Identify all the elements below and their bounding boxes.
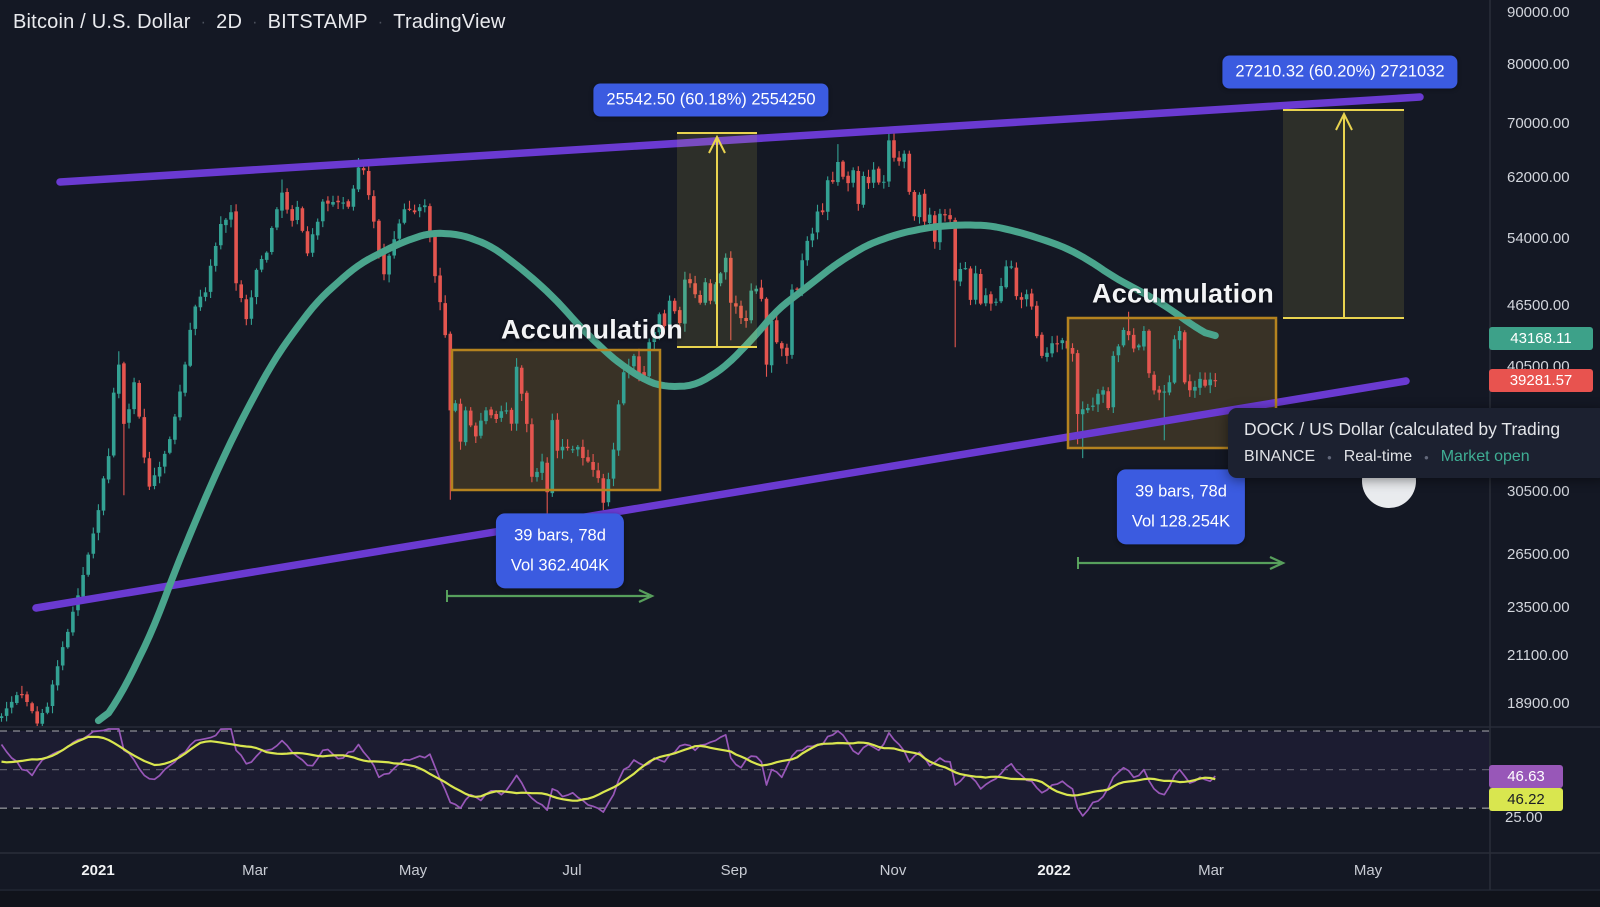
accumulation-zone-borders[interactable] bbox=[450, 316, 1278, 492]
price-tick: 80000.00 bbox=[1507, 56, 1570, 74]
price-range-label[interactable]: 27210.32 (60.20%) 2721032 bbox=[1222, 55, 1458, 89]
time-axis[interactable]: 2021 Mar May Jul Sep Nov 2022 Mar May bbox=[0, 853, 1600, 890]
price-range-tools[interactable] bbox=[677, 109, 1404, 348]
tooltip-symbol-title: DOCK / US Dollar (calculated by Trading bbox=[1244, 419, 1561, 439]
symbol-tooltip: DOCK / US Dollar (calculated by Trading … bbox=[1228, 408, 1600, 478]
last-price-value: 39281.57 bbox=[1509, 371, 1573, 389]
time-tick-month: Mar bbox=[242, 862, 268, 879]
price-axis[interactable]: 90000.00 80000.00 70000.00 62000.00 54000.00… bbox=[1490, 0, 1600, 853]
trend-channel-lines[interactable] bbox=[32, 93, 1424, 612]
time-tick-month: Jul bbox=[562, 862, 582, 879]
symbol-title[interactable]: Bitcoin / U.S. Dollar bbox=[13, 11, 191, 33]
price-range-label[interactable]: 25542.50 (60.18%) 2554250 bbox=[593, 83, 829, 117]
rsi-indicator-pane bbox=[0, 728, 1490, 817]
rsi-value: 46.63 bbox=[1507, 767, 1545, 785]
time-tick-month: Nov bbox=[879, 862, 907, 879]
date-range-label[interactable]: 39 bars, 78d Vol 128.254K bbox=[1116, 469, 1246, 545]
date-range-label[interactable]: 39 bars, 78d Vol 362.404K bbox=[495, 513, 625, 589]
price-tick: 18900.00 bbox=[1507, 695, 1570, 713]
date-range-volume: Vol 128.254K bbox=[1131, 512, 1231, 530]
rsi-value-label: 46.63 bbox=[1489, 764, 1563, 788]
time-tick-month: May bbox=[398, 862, 428, 879]
chart-legend: Bitcoin / U.S. Dollar · 2D · BITSTAMP · … bbox=[13, 11, 506, 34]
time-tick-year: 2021 bbox=[81, 862, 115, 879]
separator-dot: • bbox=[1424, 449, 1429, 465]
time-tick-year: 2022 bbox=[1037, 862, 1071, 879]
rsi-ma-value-label: 46.22 bbox=[1489, 787, 1563, 811]
price-tick: 23500.00 bbox=[1507, 598, 1570, 616]
tooltip-feed: Real-time bbox=[1343, 448, 1413, 465]
ma-price-label: 43168.11 bbox=[1489, 326, 1593, 350]
accumulation-zone-label: Accumulation bbox=[500, 314, 684, 345]
moving-average-line bbox=[94, 221, 1219, 725]
rsi-ma-value: 46.22 bbox=[1507, 790, 1545, 808]
separator-dot: · bbox=[200, 13, 207, 31]
price-tick: 90000.00 bbox=[1507, 4, 1570, 21]
interval-label[interactable]: 2D bbox=[216, 11, 243, 33]
time-tick-month: Mar bbox=[1198, 862, 1224, 879]
tooltip-market-status: Market open bbox=[1440, 448, 1530, 465]
time-tick-month: Sep bbox=[720, 862, 748, 879]
rsi-scale-tick: 25.00 bbox=[1505, 808, 1543, 826]
price-tick: 26500.00 bbox=[1507, 545, 1570, 563]
price-tick: 21100.00 bbox=[1507, 646, 1569, 664]
accumulation-zone-label: Accumulation bbox=[1091, 278, 1275, 309]
tooltip-meta: BINANCE • Real-time • Market open bbox=[1244, 448, 1592, 466]
time-tick-month: May bbox=[1353, 862, 1383, 879]
separator-dot: · bbox=[252, 13, 258, 31]
price-tick: 30500.00 bbox=[1507, 483, 1570, 501]
brand-label[interactable]: TradingView bbox=[393, 11, 506, 33]
price-tick: 46500.00 bbox=[1507, 296, 1570, 314]
price-tick: 54000.00 bbox=[1507, 230, 1570, 248]
ma-price-value: 43168.11 bbox=[1510, 329, 1572, 347]
date-range-arrows[interactable] bbox=[446, 556, 1286, 603]
date-range-bars: 39 bars, 78d bbox=[1135, 482, 1227, 501]
separator-dot: · bbox=[377, 13, 384, 31]
date-range-bars: 39 bars, 78d bbox=[514, 526, 606, 545]
last-price-label: 39281.57 bbox=[1489, 368, 1593, 392]
price-tick: 70000.00 bbox=[1507, 115, 1570, 133]
price-tick: 62000.00 bbox=[1507, 169, 1570, 187]
exchange-label[interactable]: BITSTAMP bbox=[267, 11, 368, 33]
separator-dot: • bbox=[1327, 449, 1332, 465]
date-range-volume: Vol 362.404K bbox=[510, 556, 610, 574]
tooltip-exchange: BINANCE bbox=[1244, 448, 1316, 465]
